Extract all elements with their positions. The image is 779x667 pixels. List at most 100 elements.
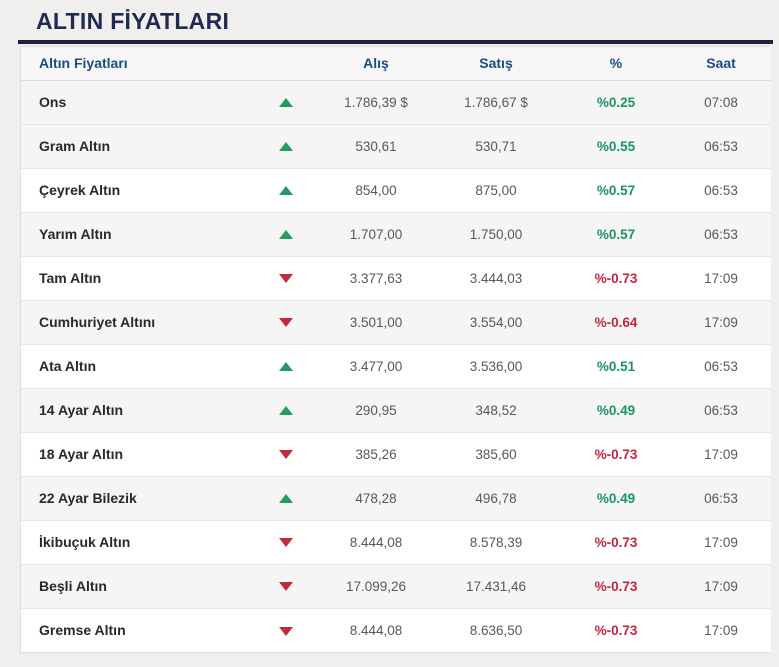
trend-cell xyxy=(251,256,321,300)
gold-price-row[interactable]: Ons 1.786,39 $ 1.786,67 $ %0.25 07:08 xyxy=(21,80,771,124)
up-arrow-icon xyxy=(279,230,293,240)
update-time: 06:53 xyxy=(704,138,738,154)
update-time: 17:09 xyxy=(704,446,738,462)
update-time: 17:09 xyxy=(704,270,738,286)
change-percent: %0.49 xyxy=(596,402,636,418)
buy-price: 17.099,26 xyxy=(345,578,407,594)
trend-cell xyxy=(251,564,321,608)
gold-price-row[interactable]: Gram Altın 530,61 530,71 %0.55 06:53 xyxy=(21,124,771,168)
gold-price-row[interactable]: Çeyrek Altın 854,00 875,00 %0.57 06:53 xyxy=(21,168,771,212)
instrument-name: 14 Ayar Altın xyxy=(39,402,124,418)
sell-price: 385,60 xyxy=(475,446,517,462)
buy-price: 385,26 xyxy=(355,446,397,462)
table-header: Altın Fiyatları Alış Satış % Saat xyxy=(21,47,771,81)
trend-cell xyxy=(251,80,321,124)
buy-price: 1.786,39 $ xyxy=(344,94,408,110)
gold-price-row[interactable]: Beşli Altın 17.099,26 17.431,46 %-0.73 1… xyxy=(21,564,771,608)
instrument-name: Gremse Altın xyxy=(39,622,126,639)
change-percent: %-0.73 xyxy=(594,622,638,638)
change-percent: %-0.73 xyxy=(594,446,638,462)
gold-price-row[interactable]: 18 Ayar Altın 385,26 385,60 %-0.73 17:09 xyxy=(21,432,771,476)
trend-cell xyxy=(251,300,321,344)
trend-cell xyxy=(251,608,321,652)
column-header-sell: Satış xyxy=(431,47,561,81)
page-title: ALTIN FİYATLARI xyxy=(36,8,230,34)
sell-price: 3.444,03 xyxy=(469,270,523,286)
column-header-trend xyxy=(251,47,321,81)
trend-cell xyxy=(251,212,321,256)
down-arrow-icon xyxy=(279,274,293,284)
up-arrow-icon xyxy=(279,494,293,504)
column-header-percent: % xyxy=(561,47,671,81)
instrument-name: Ons xyxy=(39,94,67,110)
instrument-name: 22 Ayar Bilezik xyxy=(39,490,137,506)
gold-price-row[interactable]: Tam Altın 3.377,63 3.444,03 %-0.73 17:09 xyxy=(21,256,771,300)
trend-cell xyxy=(251,388,321,432)
buy-price: 1.707,00 xyxy=(349,226,403,242)
buy-price: 854,00 xyxy=(355,182,397,198)
instrument-name: Gram Altın xyxy=(39,138,111,154)
gold-price-row[interactable]: Cumhuriyet Altını 3.501,00 3.554,00 %-0.… xyxy=(21,300,771,344)
update-time: 07:08 xyxy=(704,94,738,110)
update-time: 17:09 xyxy=(704,534,738,550)
down-arrow-icon xyxy=(279,582,293,592)
sell-price: 3.536,00 xyxy=(469,358,523,374)
gold-price-row[interactable]: Yarım Altın 1.707,00 1.750,00 %0.57 06:5… xyxy=(21,212,771,256)
trend-cell xyxy=(251,432,321,476)
instrument-name: Beşli Altın xyxy=(39,578,107,594)
buy-price: 530,61 xyxy=(355,138,397,154)
sell-price: 17.431,46 xyxy=(465,578,527,594)
column-header-buy: Alış xyxy=(321,47,431,81)
down-arrow-icon xyxy=(279,538,293,548)
down-arrow-icon xyxy=(279,318,293,328)
buy-price: 3.501,00 xyxy=(349,314,403,330)
change-percent: %0.25 xyxy=(596,94,636,110)
up-arrow-icon xyxy=(279,186,293,196)
page-header: ALTIN FİYATLARI xyxy=(0,0,779,40)
update-time: 17:09 xyxy=(704,622,738,638)
instrument-name: 18 Ayar Altın xyxy=(39,446,124,462)
sell-price: 1.786,67 $ xyxy=(464,94,528,110)
change-percent: %-0.73 xyxy=(594,270,638,286)
update-time: 06:53 xyxy=(704,226,738,242)
column-header-time: Saat xyxy=(671,47,771,81)
sell-price: 875,00 xyxy=(475,182,517,198)
change-percent: %0.55 xyxy=(596,138,636,154)
buy-price: 3.477,00 xyxy=(349,358,403,374)
buy-price: 290,95 xyxy=(355,402,397,418)
trend-cell xyxy=(251,344,321,388)
buy-price: 8.444,08 xyxy=(349,622,403,638)
update-time: 06:53 xyxy=(704,402,738,418)
down-arrow-icon xyxy=(279,626,293,636)
up-arrow-icon xyxy=(279,142,293,152)
sell-price: 8.636,50 xyxy=(469,622,523,638)
sell-price: 530,71 xyxy=(475,138,517,154)
up-arrow-icon xyxy=(279,98,293,108)
down-arrow-icon xyxy=(279,450,293,460)
sell-price: 348,52 xyxy=(475,402,517,418)
buy-price: 3.377,63 xyxy=(349,270,403,286)
change-percent: %0.51 xyxy=(596,358,636,374)
gold-prices-table: Altın Fiyatları Alış Satış % Saat Ons 1.… xyxy=(21,47,771,652)
instrument-name: İkibuçuk Altın xyxy=(39,534,131,550)
change-percent: %0.49 xyxy=(596,490,636,506)
change-percent: %0.57 xyxy=(596,182,636,198)
table-body: Ons 1.786,39 $ 1.786,67 $ %0.25 07:08 Gr… xyxy=(21,80,771,652)
change-percent: %-0.73 xyxy=(594,534,638,550)
trend-cell xyxy=(251,168,321,212)
table-header-row: Altın Fiyatları Alış Satış % Saat xyxy=(21,47,771,81)
instrument-name: Cumhuriyet Altını xyxy=(39,314,156,330)
gold-price-row[interactable]: 14 Ayar Altın 290,95 348,52 %0.49 06:53 xyxy=(21,388,771,432)
update-time: 06:53 xyxy=(704,358,738,374)
trend-cell xyxy=(251,520,321,564)
gold-price-row[interactable]: 22 Ayar Bilezik 478,28 496,78 %0.49 06:5… xyxy=(21,476,771,520)
gold-price-row[interactable]: İkibuçuk Altın 8.444,08 8.578,39 %-0.73 … xyxy=(21,520,771,564)
gold-price-row[interactable]: Gremse Altın 8.444,08 8.636,50 %-0.73 17… xyxy=(21,608,771,652)
gold-prices-table-container: Altın Fiyatları Alış Satış % Saat Ons 1.… xyxy=(20,46,771,653)
instrument-name: Tam Altın xyxy=(39,270,102,286)
up-arrow-icon xyxy=(279,406,293,416)
trend-cell xyxy=(251,124,321,168)
change-percent: %-0.73 xyxy=(594,578,638,594)
gold-price-row[interactable]: Ata Altın 3.477,00 3.536,00 %0.51 06:53 xyxy=(21,344,771,388)
